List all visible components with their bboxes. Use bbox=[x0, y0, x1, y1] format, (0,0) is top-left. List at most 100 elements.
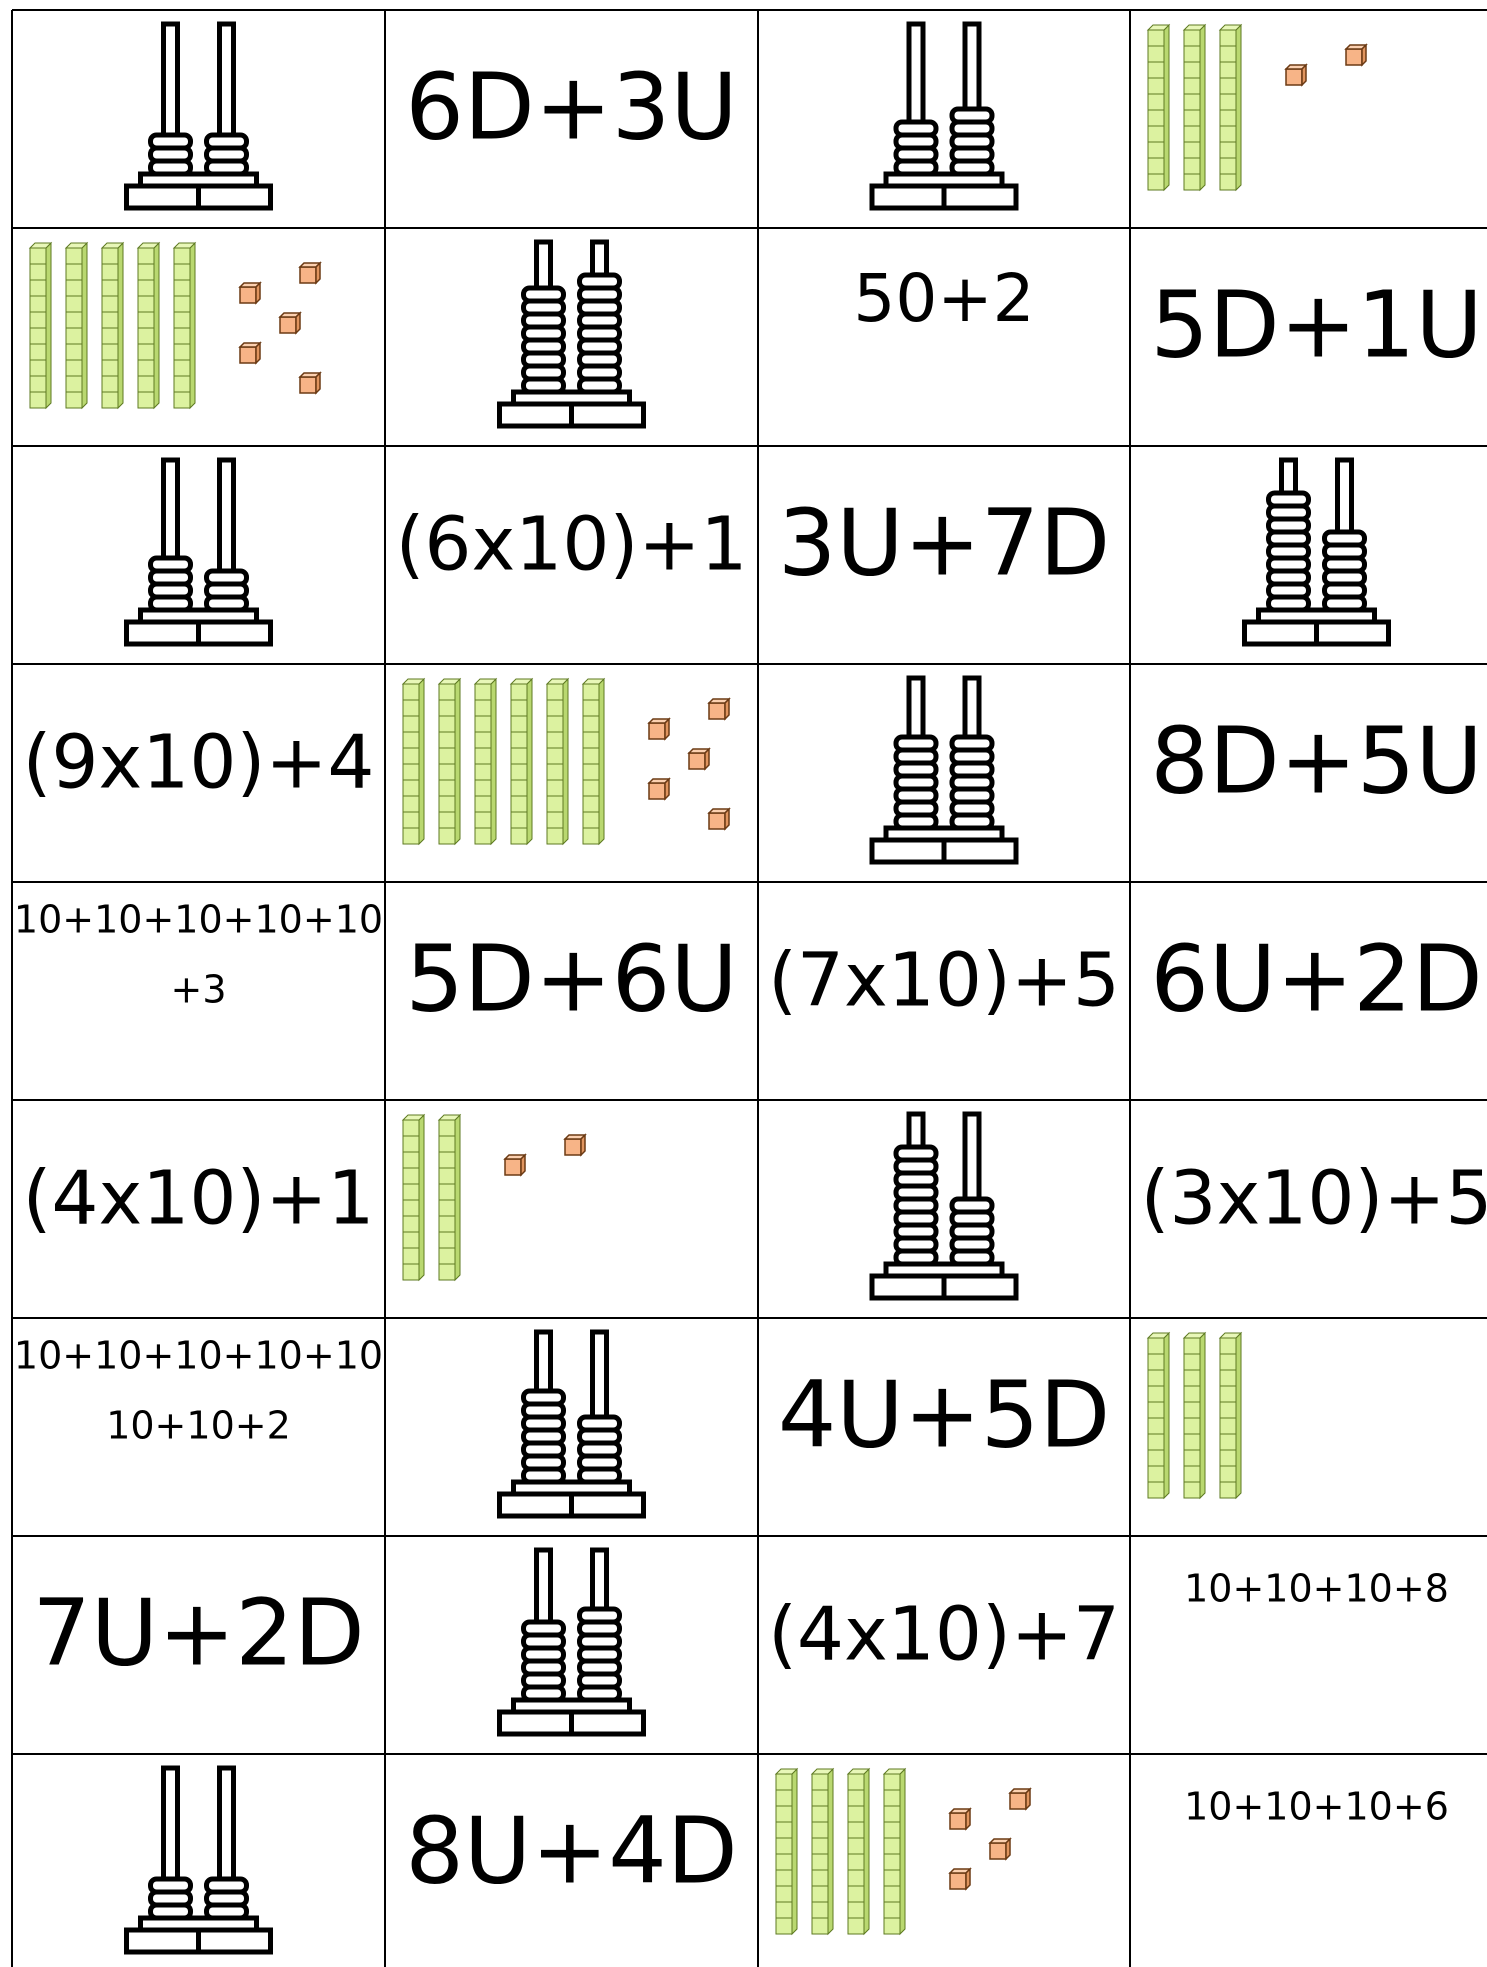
rod-side bbox=[1199, 23, 1206, 192]
ten-cube bbox=[811, 1885, 829, 1903]
ten-cube bbox=[582, 827, 600, 845]
tens-beads bbox=[893, 119, 939, 177]
bead bbox=[577, 272, 622, 291]
abacus-base bbox=[497, 1491, 574, 1519]
rod-side bbox=[454, 677, 461, 846]
tens-rods bbox=[401, 677, 606, 846]
unit-cube bbox=[708, 702, 726, 720]
ten-cube bbox=[883, 1837, 901, 1855]
ten-cube bbox=[1147, 77, 1165, 95]
rod-side bbox=[526, 677, 533, 846]
tens-rods bbox=[774, 1767, 907, 1936]
ten-cube bbox=[1183, 1417, 1201, 1435]
ten-cube bbox=[29, 263, 47, 281]
ten-cube bbox=[775, 1917, 793, 1935]
ten-cube bbox=[65, 247, 83, 265]
ten-cube bbox=[101, 295, 119, 313]
ten-cube bbox=[402, 811, 420, 829]
ten-cube bbox=[29, 247, 47, 265]
ten-cube bbox=[546, 827, 564, 845]
rod-side bbox=[454, 1113, 461, 1282]
abacus bbox=[497, 239, 646, 429]
ten-cube bbox=[65, 343, 83, 361]
ten-cube bbox=[546, 811, 564, 829]
ten-cube bbox=[847, 1837, 865, 1855]
unit-cubes bbox=[948, 1787, 1032, 1891]
ten-cube bbox=[474, 827, 492, 845]
ten-cube bbox=[775, 1885, 793, 1903]
ten-cube bbox=[438, 1167, 456, 1185]
ten-cube bbox=[1183, 1449, 1201, 1467]
card-text: 10+10+10+10+10 bbox=[14, 898, 383, 942]
ten-cube bbox=[65, 295, 83, 313]
ten-cube bbox=[1219, 1385, 1237, 1403]
ten-cube bbox=[438, 795, 456, 813]
abacus-base bbox=[124, 183, 201, 211]
ten-cube bbox=[1219, 141, 1237, 159]
ten-cube bbox=[811, 1853, 829, 1871]
abacus-base bbox=[869, 1273, 947, 1301]
card-text: (4x10)+7 bbox=[768, 1592, 1120, 1678]
rod-side bbox=[1163, 23, 1170, 192]
ten-cube bbox=[1219, 1337, 1237, 1355]
rod-side bbox=[791, 1767, 798, 1936]
ten-cube bbox=[438, 779, 456, 797]
abacus bbox=[124, 1765, 273, 1955]
ten-cube bbox=[29, 295, 47, 313]
ten-cube bbox=[1147, 141, 1165, 159]
ten-cube bbox=[173, 247, 191, 265]
ten-cube bbox=[137, 311, 155, 329]
ten-cube bbox=[1183, 157, 1201, 175]
rod-side bbox=[1235, 23, 1242, 192]
ten-cube bbox=[1183, 125, 1201, 143]
card-text: 7U+2D bbox=[32, 1579, 364, 1686]
rod-side bbox=[418, 677, 425, 846]
ten-cube bbox=[402, 1183, 420, 1201]
ten-cube bbox=[1147, 1433, 1165, 1451]
abacus-base bbox=[196, 619, 273, 647]
ten-cube bbox=[173, 295, 191, 313]
abacus-base bbox=[497, 401, 574, 429]
ten-cube bbox=[582, 699, 600, 717]
ten-cube bbox=[1147, 61, 1165, 79]
unit-cube-side bbox=[965, 1867, 971, 1891]
units-beads bbox=[577, 1606, 622, 1703]
bead bbox=[521, 1388, 566, 1407]
ten-cube bbox=[811, 1821, 829, 1839]
abacus-base bbox=[569, 1491, 646, 1519]
ten-cube bbox=[510, 763, 528, 781]
unit-cube bbox=[279, 316, 297, 334]
ten-cube bbox=[847, 1821, 865, 1839]
units-beads bbox=[204, 1876, 249, 1921]
units-beads bbox=[949, 1196, 995, 1267]
ten-cube bbox=[1219, 1417, 1237, 1435]
ten-cube bbox=[402, 1215, 420, 1233]
tens-beads bbox=[893, 1144, 939, 1267]
ten-cube bbox=[1219, 1449, 1237, 1467]
ten-cube bbox=[883, 1773, 901, 1791]
ten-cube bbox=[29, 343, 47, 361]
ten-cube bbox=[811, 1869, 829, 1887]
ten-cube bbox=[29, 391, 47, 409]
abacus bbox=[869, 675, 1019, 865]
ten-cube bbox=[847, 1869, 865, 1887]
ten-cube bbox=[510, 731, 528, 749]
bead bbox=[577, 1606, 622, 1625]
ten-cube bbox=[811, 1917, 829, 1935]
ten-cube bbox=[402, 731, 420, 749]
ten-cube bbox=[1147, 125, 1165, 143]
ten-cube bbox=[65, 391, 83, 409]
card-text: (4x10)+1 bbox=[23, 1156, 375, 1242]
ten-cube bbox=[402, 827, 420, 845]
abacus-base bbox=[941, 837, 1019, 865]
card-text: (3x10)+5 bbox=[1141, 1156, 1487, 1242]
unit-cube-side bbox=[295, 311, 301, 335]
ten-cube bbox=[546, 763, 564, 781]
ten-cube bbox=[1183, 45, 1201, 63]
ten-cube bbox=[1219, 61, 1237, 79]
unit-cube bbox=[1009, 1792, 1027, 1810]
ten-cube bbox=[883, 1853, 901, 1871]
unit-cube-side bbox=[255, 341, 261, 365]
card-text: 5D+1U bbox=[1150, 271, 1482, 378]
